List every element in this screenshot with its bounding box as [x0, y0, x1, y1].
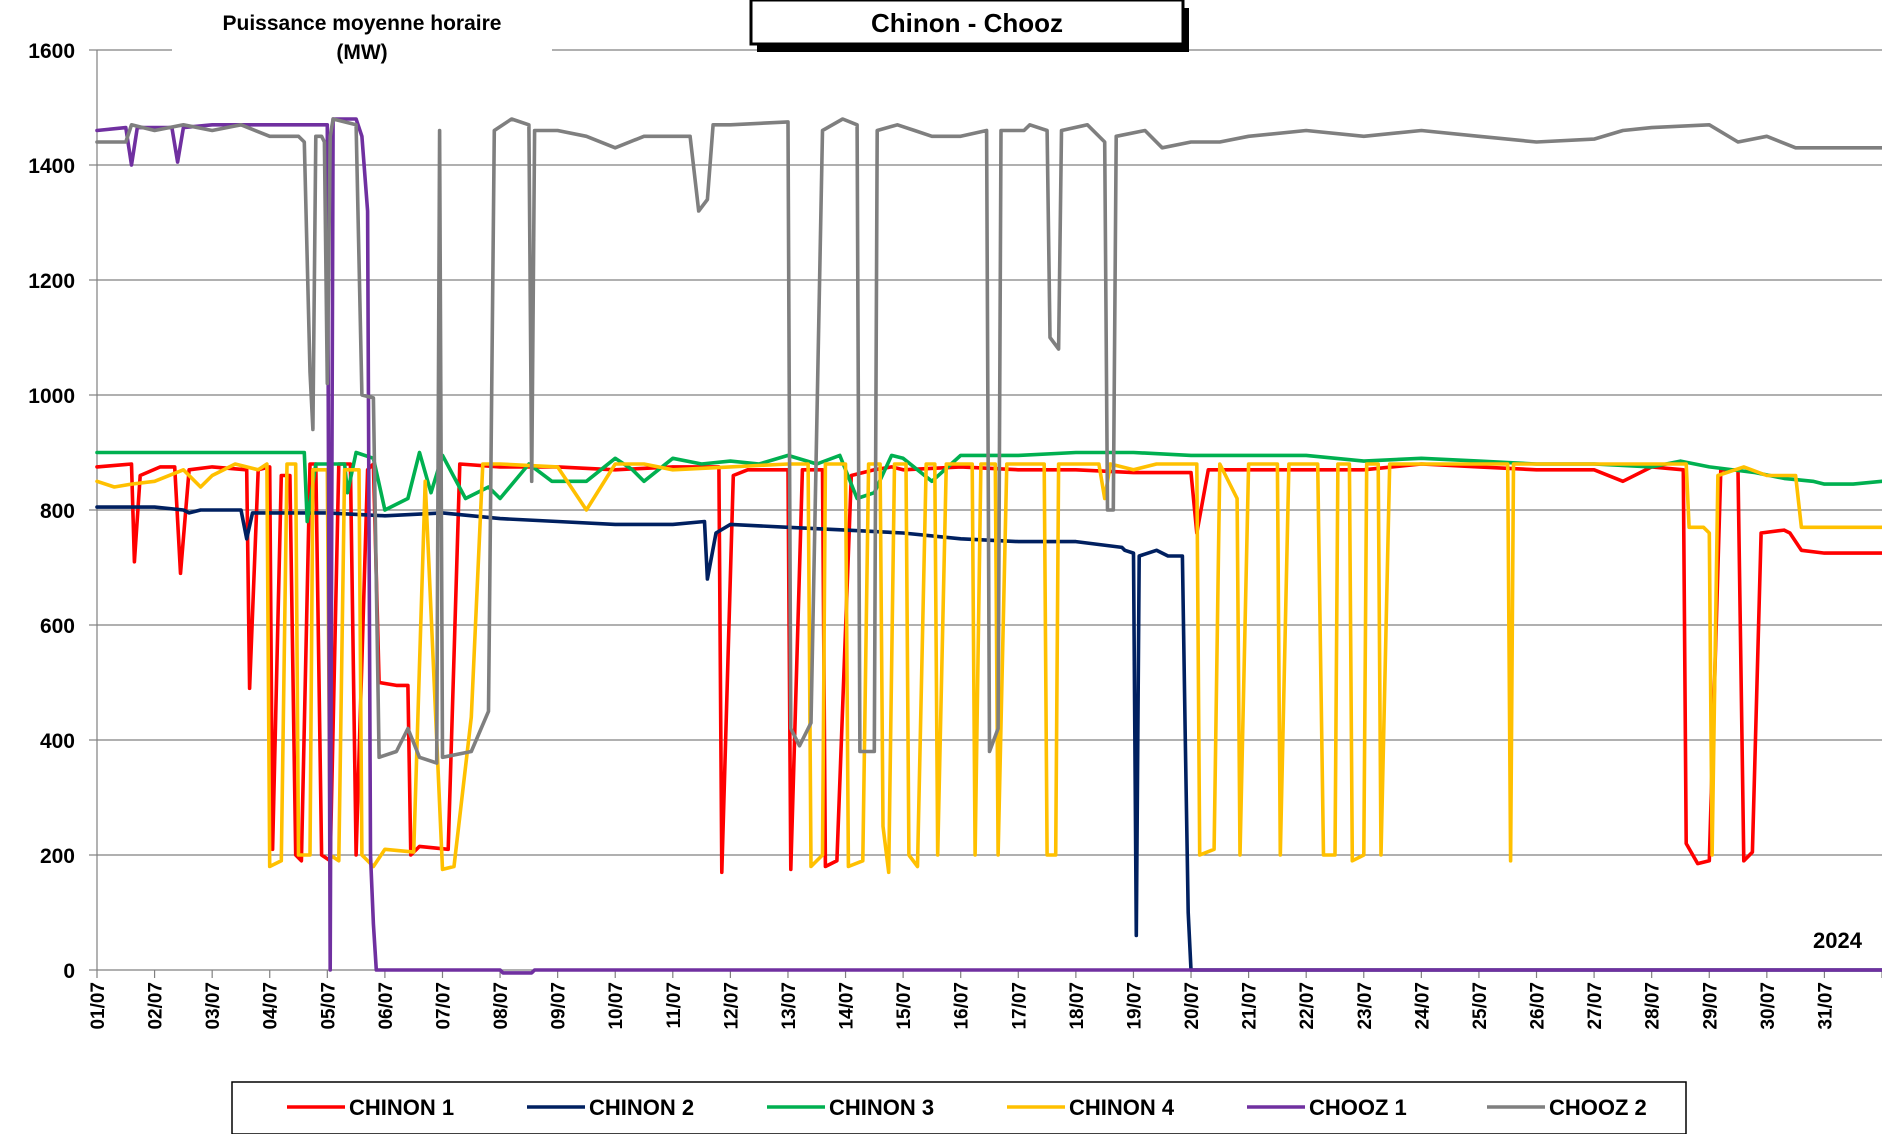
x-tick-label: 04/07 — [261, 982, 282, 1030]
x-tick-label: 05/07 — [318, 982, 339, 1030]
x-tick-label: 17/07 — [1009, 982, 1030, 1030]
legend-label: CHOOZ 1 — [1309, 1095, 1407, 1120]
y-tick-label: 1200 — [28, 270, 75, 293]
x-tick-label: 16/07 — [952, 982, 973, 1030]
y-axis-label-line-2: (MW) — [336, 41, 387, 64]
x-tick-label: 19/07 — [1124, 982, 1145, 1030]
y-tick-label: 400 — [40, 730, 75, 753]
series-line-chinon-2 — [95, 505, 1882, 972]
x-tick-label: 12/07 — [721, 982, 742, 1030]
x-tick-label: 29/07 — [1700, 982, 1721, 1030]
x-axis-ticks: 01/07 02/07 03/07 04/07 05/07 06/07 07/07 08/07… — [88, 970, 1882, 1030]
x-tick-label: 10/07 — [606, 982, 627, 1030]
x-tick-label: 09/07 — [549, 982, 570, 1030]
x-tick-label: 02/07 — [146, 982, 167, 1030]
x-tick-label: 22/07 — [1297, 982, 1318, 1030]
series-lines — [95, 117, 1882, 975]
x-tick-label: 18/07 — [1067, 982, 1088, 1030]
x-tick-label: 03/07 — [203, 982, 224, 1030]
legend-label: CHINON 1 — [349, 1095, 454, 1120]
x-tick-label: 06/07 — [376, 982, 397, 1030]
x-tick-label: 25/07 — [1470, 982, 1491, 1030]
legend: CHINON 1 CHINON 2 CHINON 3 CHINON 4 CHOOZ 1 C… — [231, 1081, 1687, 1134]
legend-label: CHINON 2 — [589, 1095, 694, 1120]
y-tick-label: 600 — [40, 615, 75, 638]
x-tick-label: 23/07 — [1355, 982, 1376, 1030]
x-tick-label: 28/07 — [1643, 982, 1664, 1030]
legend-label: CHINON 3 — [829, 1095, 934, 1120]
x-tick-label: 27/07 — [1585, 982, 1606, 1030]
legend-label: CHOOZ 2 — [1549, 1095, 1647, 1120]
chart-title: Chinon - Chooz — [871, 8, 1063, 38]
y-tick-label: 800 — [40, 500, 75, 523]
x-tick-label: 24/07 — [1412, 982, 1433, 1030]
x-tick-label: 30/07 — [1758, 982, 1779, 1030]
x-tick-label: 13/07 — [779, 982, 800, 1030]
x-tick-label: 14/07 — [837, 982, 858, 1030]
y-tick-label: 1400 — [28, 155, 75, 178]
y-axis-label-line-1: Puissance moyenne horaire — [223, 12, 502, 35]
y-tick-label: 0 — [63, 960, 75, 983]
x-tick-label: 01/07 — [88, 982, 109, 1030]
year-annotation: 2024 — [1813, 928, 1863, 953]
series-line-chooz-2 — [95, 117, 1882, 765]
legend-box — [231, 1081, 1687, 1134]
x-tick-label: 21/07 — [1240, 982, 1261, 1030]
y-tick-label: 1600 — [28, 40, 75, 63]
x-tick-label: 11/07 — [664, 982, 685, 1029]
x-tick-label: 26/07 — [1528, 982, 1549, 1030]
x-tick-label: 31/07 — [1815, 982, 1836, 1030]
x-tick-label: 08/07 — [491, 982, 512, 1030]
series-line-chinon-4 — [95, 462, 1882, 875]
x-tick-label: 20/07 — [1182, 982, 1203, 1030]
legend-label: CHINON 4 — [1069, 1095, 1175, 1120]
y-axis-label: Puissance moyenne horaire (MW) — [172, 2, 552, 70]
y-tick-label: 200 — [40, 845, 75, 868]
x-tick-label: 07/07 — [433, 982, 454, 1030]
chart-title-box: Chinon - Chooz — [749, 0, 1189, 52]
x-tick-label: 15/07 — [894, 982, 915, 1030]
series-line-chinon-1 — [95, 462, 1882, 875]
y-tick-label: 1000 — [28, 385, 75, 408]
